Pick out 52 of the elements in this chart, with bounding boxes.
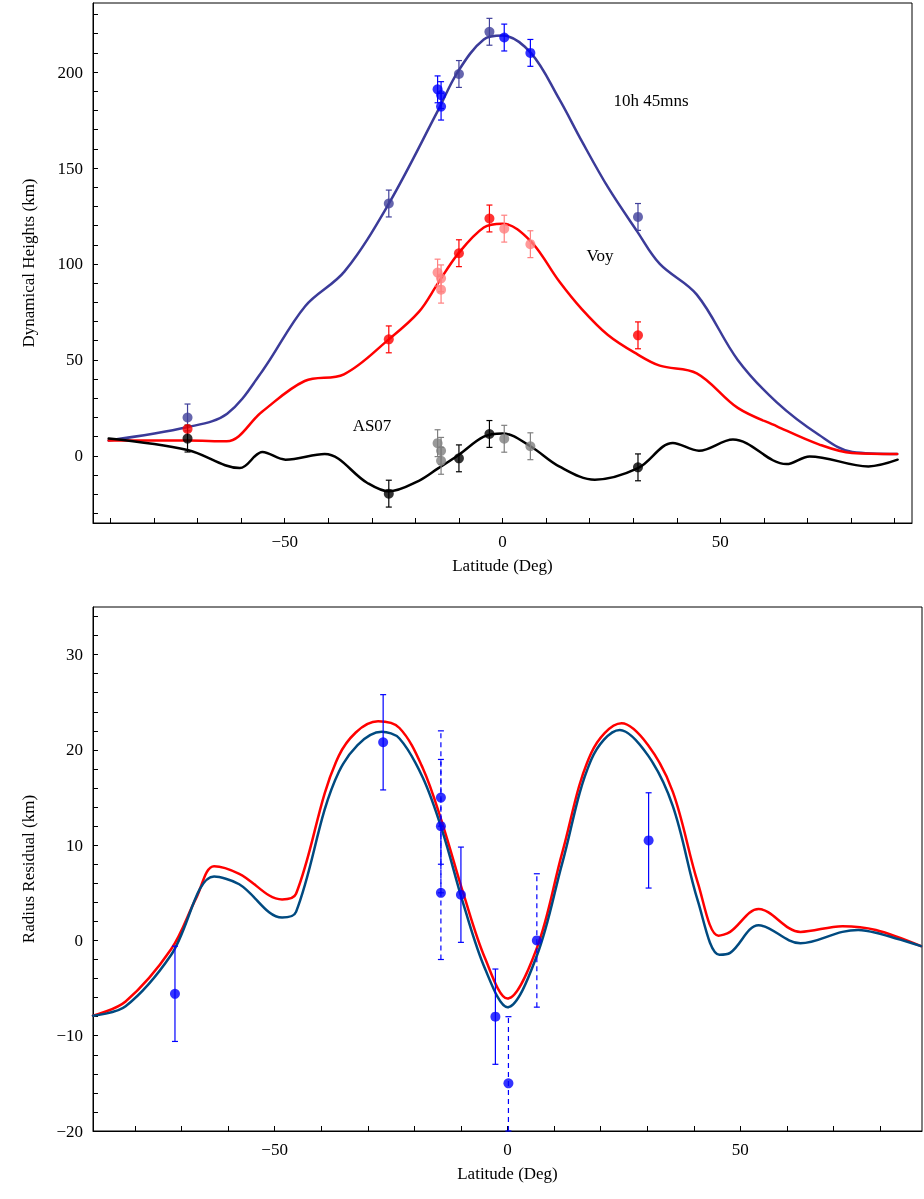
point xyxy=(435,821,446,832)
point xyxy=(503,1078,514,1089)
y-tick-label: 20 xyxy=(66,740,83,760)
y-axis-title: Dynamical Heights (km) xyxy=(19,178,38,348)
point xyxy=(632,211,643,222)
y-tick-label: 100 xyxy=(57,254,83,274)
point xyxy=(632,462,643,473)
point xyxy=(484,26,495,37)
point xyxy=(632,330,643,341)
point xyxy=(383,334,394,345)
point xyxy=(378,737,389,748)
point xyxy=(383,198,394,209)
y-tick-label: 0 xyxy=(74,446,83,466)
point xyxy=(484,213,495,224)
point xyxy=(453,453,464,464)
y-tick-label: 0 xyxy=(74,930,83,950)
x-tick-label: −50 xyxy=(271,532,298,551)
point xyxy=(499,433,510,444)
point xyxy=(383,488,394,499)
x-tick-label: 0 xyxy=(503,1140,512,1159)
text: 10h 45mns xyxy=(613,90,689,110)
y-tick-label: −10 xyxy=(56,1026,83,1046)
point xyxy=(453,248,464,259)
point xyxy=(169,988,180,999)
point xyxy=(484,428,495,439)
point xyxy=(435,792,446,803)
series-label: AS07 xyxy=(352,415,392,435)
x-tick-label: 50 xyxy=(731,1140,749,1159)
x-tick-label: 50 xyxy=(711,532,729,551)
point xyxy=(531,935,542,946)
series-label: Voy xyxy=(586,245,615,265)
point xyxy=(455,889,466,900)
y-tick-label: 150 xyxy=(57,158,83,178)
point xyxy=(525,441,536,452)
point xyxy=(435,887,446,898)
y-tick-label: 200 xyxy=(57,62,83,82)
point xyxy=(525,239,536,250)
x-axis-title: Latitude (Deg) xyxy=(452,556,553,575)
point xyxy=(490,1011,501,1022)
point xyxy=(453,69,464,79)
y-tick-label: 10 xyxy=(66,835,83,855)
point xyxy=(525,47,536,58)
point xyxy=(499,223,510,234)
y-tick-label: −20 xyxy=(56,1121,83,1141)
x-axis-title: Latitude (Deg) xyxy=(457,1164,558,1183)
x-tick-label: −50 xyxy=(261,1140,288,1159)
point xyxy=(499,32,510,43)
point xyxy=(643,835,654,846)
y-axis-title: Radius Residual (km) xyxy=(19,794,38,944)
y-tick-label: 30 xyxy=(66,645,83,665)
x-tick-label: 0 xyxy=(498,532,507,551)
y-tick-label: 50 xyxy=(66,350,83,370)
